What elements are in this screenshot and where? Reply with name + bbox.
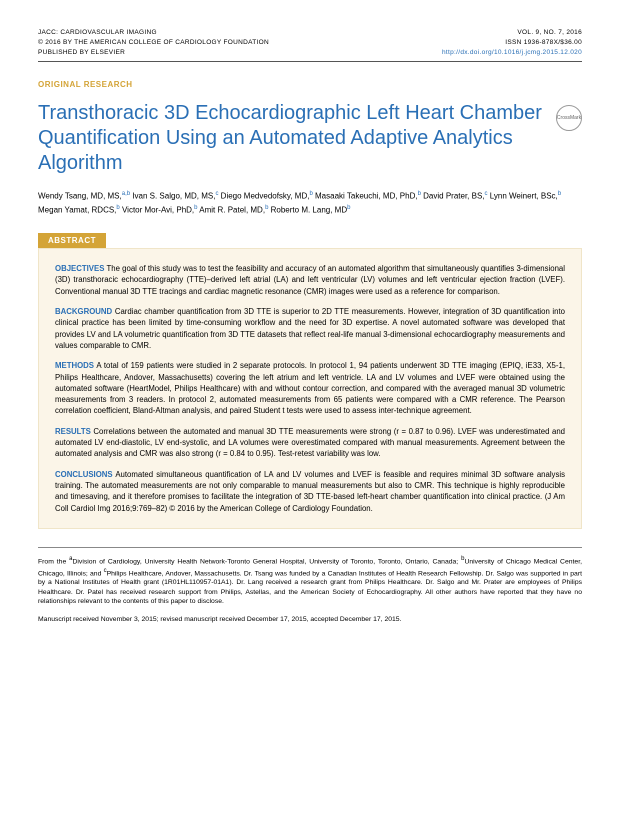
issn-line: ISSN 1936-878X/$36.00 bbox=[442, 38, 582, 48]
volume-issue: VOL. 9, NO. 7, 2016 bbox=[442, 28, 582, 38]
publisher-line: PUBLISHED BY ELSEVIER bbox=[38, 48, 269, 58]
section-label: ORIGINAL RESEARCH bbox=[38, 80, 582, 89]
abstract-background: BACKGROUND Cardiac chamber quantificatio… bbox=[55, 306, 565, 351]
abstract-objectives: OBJECTIVES The goal of this study was to… bbox=[55, 263, 565, 297]
header-divider bbox=[38, 61, 582, 62]
affiliations-footnote: From the aDivision of Cardiology, Univer… bbox=[38, 555, 582, 607]
article-title: Transthoracic 3D Echocardiographic Left … bbox=[38, 101, 546, 176]
abstract-conclusions: CONCLUSIONS Automated simultaneous quant… bbox=[55, 469, 565, 514]
footer-divider bbox=[38, 547, 582, 548]
crossmark-icon[interactable]: CrossMark bbox=[556, 105, 582, 131]
copyright-line: © 2016 BY THE AMERICAN COLLEGE OF CARDIO… bbox=[38, 38, 269, 48]
abstract-results: RESULTS Correlations between the automat… bbox=[55, 426, 565, 460]
journal-header: JACC: CARDIOVASCULAR IMAGING © 2016 BY T… bbox=[38, 28, 582, 57]
abstract-methods: METHODS A total of 159 patients were stu… bbox=[55, 360, 565, 416]
journal-name: JACC: CARDIOVASCULAR IMAGING bbox=[38, 28, 269, 38]
author-list: Wendy Tsang, MD, MS,a,b Ivan S. Salgo, M… bbox=[38, 190, 582, 217]
abstract-box: OBJECTIVES The goal of this study was to… bbox=[38, 248, 582, 529]
abstract-label: ABSTRACT bbox=[38, 233, 106, 248]
abstract-section: ABSTRACT OBJECTIVES The goal of this stu… bbox=[38, 233, 582, 529]
doi-link[interactable]: http://dx.doi.org/10.1016/j.jcmg.2015.12… bbox=[442, 49, 582, 56]
manuscript-dates: Manuscript received November 3, 2015; re… bbox=[38, 615, 582, 625]
